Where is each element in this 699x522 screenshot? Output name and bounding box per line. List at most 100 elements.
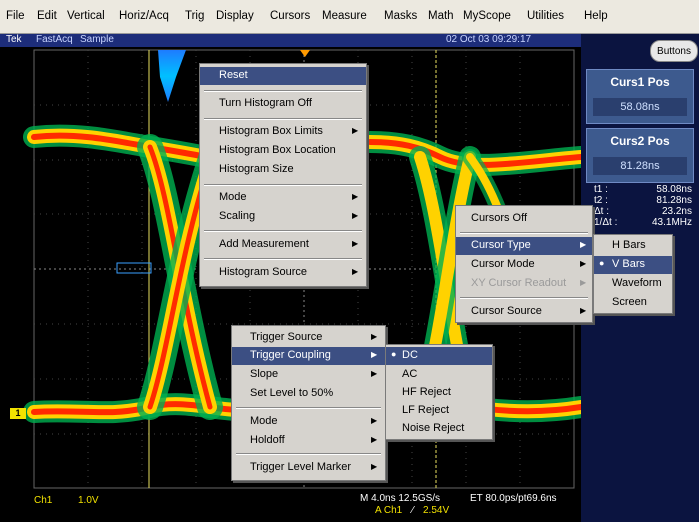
menu-item-v-bars[interactable]: ● V Bars xyxy=(594,256,672,274)
menu-measure[interactable]: Measure xyxy=(322,10,367,22)
readout-t2-value: 81.28ns xyxy=(656,195,692,206)
curs2-pos-title: Curs2 Pos xyxy=(610,134,670,148)
menu-item-scaling[interactable]: Scaling ▶ xyxy=(219,210,359,222)
menu-item-hf-reject[interactable]: HF Reject xyxy=(402,386,451,398)
trigger-level-readout[interactable]: 2.54V xyxy=(423,505,450,516)
status-bar: Tek FastAcq Sample 02 Oct 03 09:29:17 xyxy=(0,34,581,47)
menu-item-histogram-box-location[interactable]: Histogram Box Location xyxy=(219,144,336,156)
menu-item-histogram-box-limits[interactable]: Histogram Box Limits ▶ xyxy=(219,125,359,137)
submenu-arrow-icon: ▶ xyxy=(371,332,378,341)
menu-help[interactable]: Help xyxy=(584,10,608,22)
menu-item-histogram-size[interactable]: Histogram Size xyxy=(219,163,294,175)
menu-masks[interactable]: Masks xyxy=(384,10,418,22)
menu-item-noise-reject[interactable]: Noise Reject xyxy=(402,422,465,434)
buttons-button[interactable]: Buttons xyxy=(650,40,698,62)
menu-trig[interactable]: Trig xyxy=(185,10,205,22)
menu-item-slope[interactable]: Slope ▶ xyxy=(250,368,378,380)
channel-1-marker-label: 1 xyxy=(15,408,21,418)
trigger-channel-readout[interactable]: A Ch1 xyxy=(375,505,403,516)
readout-freq-value: 43.1MHz xyxy=(651,217,692,228)
readout-t1: t1 : 58.08ns xyxy=(594,184,692,195)
menu-item-cursor-mode[interactable]: Cursor Mode ▶ xyxy=(471,258,587,270)
volts-per-div[interactable]: 1.0V xyxy=(78,495,99,506)
submenu-arrow-icon: ▶ xyxy=(580,306,587,315)
submenu-arrow-icon: ▶ xyxy=(580,240,587,249)
menu-cursors[interactable]: Cursors xyxy=(270,10,311,22)
menu-item-set-level-50[interactable]: Set Level to 50% xyxy=(250,387,334,399)
submenu-arrow-icon: ▶ xyxy=(371,369,378,378)
readout-t1-value: 58.08ns xyxy=(656,184,692,195)
coupling-menu: ● DC AC HF Reject LF Reject Noise Reject xyxy=(385,344,493,440)
menu-item-lf-reject[interactable]: LF Reject xyxy=(402,404,450,416)
menu-item-add-measurement[interactable]: Add Measurement ▶ xyxy=(219,238,359,250)
menu-item-holdoff[interactable]: Holdoff ▶ xyxy=(250,434,378,446)
menu-item-xy-cursor-readout: XY Cursor Readout ▶ xyxy=(471,277,587,289)
curs1-pos-value[interactable]: 58.08ns xyxy=(593,98,687,116)
selected-dot-icon: ● xyxy=(391,349,397,359)
readout-t1-key: t1 : xyxy=(594,184,608,195)
menu-vertical[interactable]: Vertical xyxy=(67,10,105,22)
trigger-menu: Trigger Source ▶ Trigger Coupling ▶ Slope ▶… xyxy=(231,325,386,481)
readout-delta-key: Δt : xyxy=(594,206,610,217)
menu-item-reset[interactable]: Reset xyxy=(200,67,366,85)
menu-bar: File Edit Vertical Horiz/Acq Trig Displa… xyxy=(0,0,699,34)
menu-item-trigger-source[interactable]: Trigger Source ▶ xyxy=(250,331,378,343)
menu-myscope[interactable]: MyScope xyxy=(463,10,511,22)
equivalent-time-readout: ET 80.0ps/pt69.6ns xyxy=(470,493,557,504)
submenu-arrow-icon: ▶ xyxy=(352,239,359,248)
histogram-menu: Reset Turn Histogram Off Histogram Box L… xyxy=(199,63,367,287)
sample-mode-label: Sample xyxy=(80,34,114,45)
curs1-pos-panel[interactable]: Curs1 Pos 58.08ns xyxy=(586,69,694,124)
menu-utilities[interactable]: Utilities xyxy=(527,10,565,22)
menu-item-trigger-coupling[interactable]: Trigger Coupling ▶ xyxy=(232,347,385,365)
submenu-arrow-icon: ▶ xyxy=(352,211,359,220)
submenu-arrow-icon: ▶ xyxy=(371,435,378,444)
submenu-arrow-icon: ▶ xyxy=(371,350,378,359)
cursor-menu: Cursors Off Cursor Type ▶ Cursor Mode ▶ XY… xyxy=(455,205,593,323)
channel-1-marker[interactable]: 1 xyxy=(10,408,26,419)
menu-horiz-acq[interactable]: Horiz/Acq xyxy=(119,10,169,22)
histogram-box xyxy=(116,262,152,274)
menu-item-trigger-mode[interactable]: Mode ▶ xyxy=(250,415,378,427)
menu-item-trigger-level-marker[interactable]: Trigger Level Marker ▶ xyxy=(250,461,378,473)
menu-item-cursor-type[interactable]: Cursor Type ▶ xyxy=(456,237,592,255)
curs1-pos-title: Curs1 Pos xyxy=(610,75,670,89)
selected-dot-icon: ● xyxy=(599,258,605,268)
menu-display[interactable]: Display xyxy=(216,10,254,22)
readout-t2-key: t2 : xyxy=(594,195,608,206)
menu-item-mode[interactable]: Mode ▶ xyxy=(219,191,359,203)
menu-item-turn-histogram-off[interactable]: Turn Histogram Off xyxy=(219,97,312,109)
menu-file[interactable]: File xyxy=(6,10,25,22)
curs2-pos-value[interactable]: 81.28ns xyxy=(593,157,687,175)
submenu-arrow-icon: ▶ xyxy=(580,259,587,268)
submenu-arrow-icon: ▶ xyxy=(580,278,587,287)
menu-item-dc[interactable]: ● DC xyxy=(386,347,492,365)
menu-item-screen[interactable]: Screen xyxy=(612,296,647,308)
channel-label[interactable]: Ch1 xyxy=(34,495,53,506)
trigger-slope-icon: ⁄ xyxy=(412,505,414,516)
submenu-arrow-icon: ▶ xyxy=(371,462,378,471)
submenu-arrow-icon: ▶ xyxy=(352,126,359,135)
menu-edit[interactable]: Edit xyxy=(37,10,57,22)
trigger-position-marker xyxy=(300,50,310,57)
readout-freq: 1/Δt : 43.1MHz xyxy=(594,217,692,228)
submenu-arrow-icon: ▶ xyxy=(352,192,359,201)
datetime-label: 02 Oct 03 09:29:17 xyxy=(446,34,532,45)
menu-item-ac[interactable]: AC xyxy=(402,368,418,380)
submenu-arrow-icon: ▶ xyxy=(352,267,359,276)
menu-item-waveform[interactable]: Waveform xyxy=(612,277,662,289)
menu-math[interactable]: Math xyxy=(428,10,454,22)
readout-t2: t2 : 81.28ns xyxy=(594,195,692,206)
curs2-pos-panel[interactable]: Curs2 Pos 81.28ns xyxy=(586,128,694,183)
timebase-readout[interactable]: M 4.0ns 12.5GS/s xyxy=(360,493,441,504)
menu-item-histogram-source[interactable]: Histogram Source ▶ xyxy=(219,266,359,278)
submenu-arrow-icon: ▶ xyxy=(371,416,378,425)
readout-delta-value: 23.2ns xyxy=(661,206,692,217)
menu-item-h-bars[interactable]: H Bars xyxy=(612,239,646,251)
readout-delta: Δt : 23.2ns xyxy=(594,206,692,217)
cursor-type-menu: H Bars ● V Bars Waveform Screen xyxy=(593,234,673,314)
brand-label: Tek xyxy=(6,34,22,45)
acq-mode-label: FastAcq xyxy=(36,34,73,45)
menu-item-cursor-source[interactable]: Cursor Source ▶ xyxy=(471,305,587,317)
menu-item-cursors-off[interactable]: Cursors Off xyxy=(471,212,528,224)
